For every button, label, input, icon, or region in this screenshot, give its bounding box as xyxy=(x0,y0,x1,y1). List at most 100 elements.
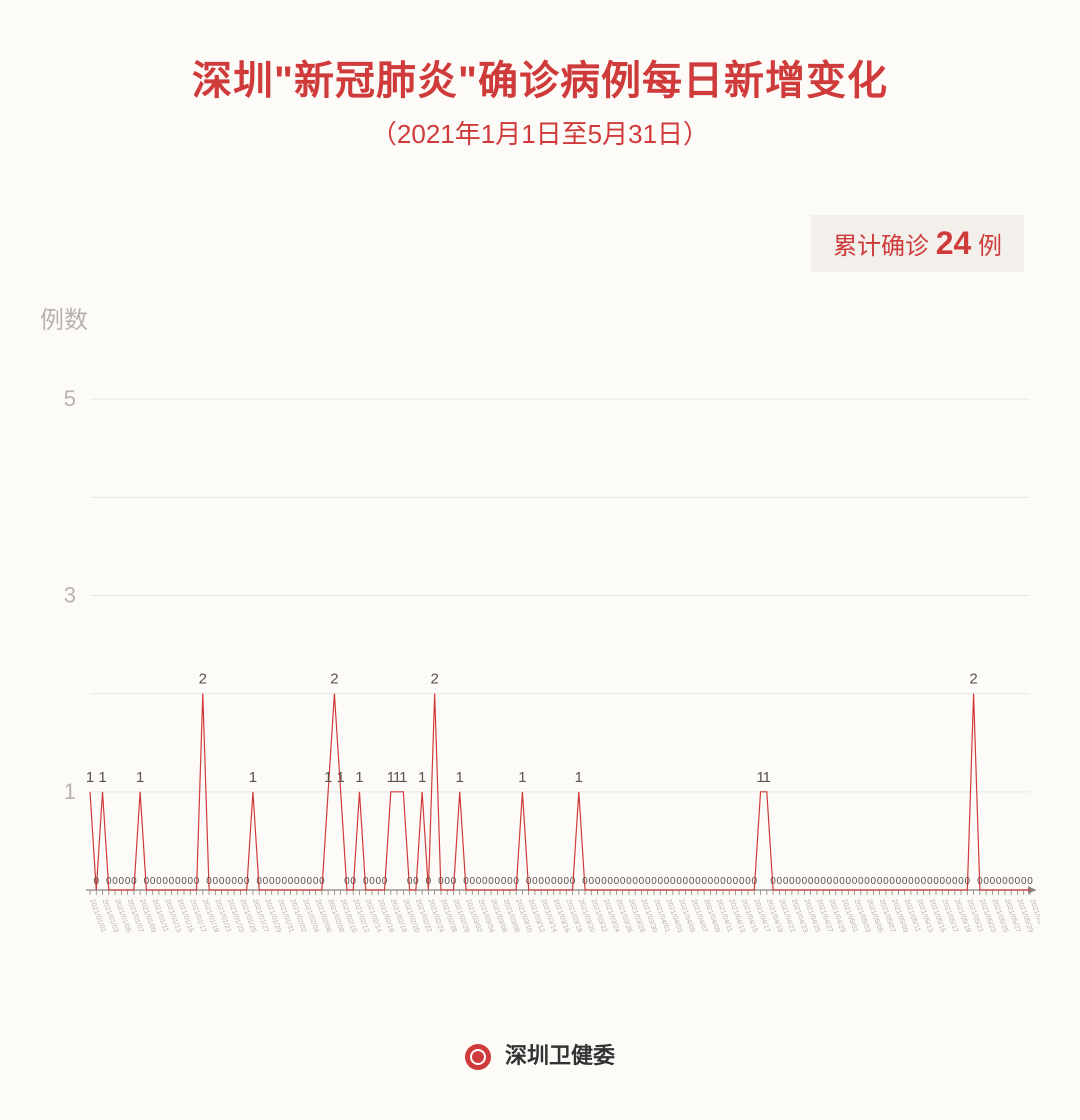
svg-text:0: 0 xyxy=(708,876,714,887)
svg-text:0: 0 xyxy=(131,876,137,887)
svg-text:0: 0 xyxy=(676,876,682,887)
svg-text:0: 0 xyxy=(463,876,469,887)
svg-text:0: 0 xyxy=(657,876,663,887)
svg-text:0: 0 xyxy=(106,876,112,887)
svg-text:0: 0 xyxy=(150,876,156,887)
svg-text:0: 0 xyxy=(319,876,325,887)
svg-text:0: 0 xyxy=(413,876,419,887)
svg-text:0: 0 xyxy=(714,876,720,887)
svg-text:0: 0 xyxy=(438,876,444,887)
svg-text:0: 0 xyxy=(426,876,432,887)
svg-text:0: 0 xyxy=(820,876,826,887)
svg-text:0: 0 xyxy=(939,876,945,887)
svg-text:0: 0 xyxy=(307,876,313,887)
svg-text:0: 0 xyxy=(119,876,125,887)
line-chart: 1352021/01/012021/01/032021/01/052021/01… xyxy=(40,320,1040,960)
svg-text:0: 0 xyxy=(783,876,789,887)
svg-text:1: 1 xyxy=(324,769,332,786)
svg-text:0: 0 xyxy=(275,876,281,887)
svg-text:0: 0 xyxy=(507,876,513,887)
svg-text:0: 0 xyxy=(294,876,300,887)
svg-text:0: 0 xyxy=(670,876,676,887)
svg-text:1: 1 xyxy=(518,769,526,786)
footer: 深圳卫健委 xyxy=(0,1038,1080,1070)
svg-text:0: 0 xyxy=(256,876,262,887)
svg-text:0: 0 xyxy=(632,876,638,887)
svg-text:0: 0 xyxy=(770,876,776,887)
svg-text:0: 0 xyxy=(444,876,450,887)
svg-text:0: 0 xyxy=(1008,876,1014,887)
svg-text:0: 0 xyxy=(595,876,601,887)
svg-text:0: 0 xyxy=(852,876,858,887)
svg-text:0: 0 xyxy=(814,876,820,887)
svg-text:0: 0 xyxy=(545,876,551,887)
svg-text:0: 0 xyxy=(231,876,237,887)
svg-text:0: 0 xyxy=(156,876,162,887)
svg-text:2: 2 xyxy=(430,671,438,688)
svg-text:0: 0 xyxy=(213,876,219,887)
svg-text:0: 0 xyxy=(864,876,870,887)
svg-text:0: 0 xyxy=(407,876,413,887)
svg-text:0: 0 xyxy=(933,876,939,887)
svg-text:0: 0 xyxy=(877,876,883,887)
svg-text:0: 0 xyxy=(513,876,519,887)
svg-text:0: 0 xyxy=(589,876,595,887)
svg-text:0: 0 xyxy=(313,876,319,887)
svg-text:0: 0 xyxy=(563,876,569,887)
svg-text:0: 0 xyxy=(683,876,689,887)
svg-text:1: 1 xyxy=(575,769,583,786)
svg-text:0: 0 xyxy=(181,876,187,887)
svg-text:0: 0 xyxy=(664,876,670,887)
svg-text:0: 0 xyxy=(745,876,751,887)
footer-text: 深圳卫健委 xyxy=(505,1043,615,1068)
badge-suffix: 例 xyxy=(978,233,1002,260)
svg-text:0: 0 xyxy=(607,876,613,887)
total-badge: 累计确诊 24 例 xyxy=(811,215,1024,272)
svg-text:1: 1 xyxy=(418,769,426,786)
svg-text:1: 1 xyxy=(64,779,76,804)
svg-text:0: 0 xyxy=(375,876,381,887)
svg-text:0: 0 xyxy=(112,876,118,887)
svg-text:0: 0 xyxy=(162,876,168,887)
svg-text:0: 0 xyxy=(582,876,588,887)
svg-text:0: 0 xyxy=(990,876,996,887)
svg-text:0: 0 xyxy=(532,876,538,887)
svg-text:0: 0 xyxy=(169,876,175,887)
svg-text:0: 0 xyxy=(369,876,375,887)
svg-text:0: 0 xyxy=(914,876,920,887)
svg-text:0: 0 xyxy=(720,876,726,887)
svg-text:0: 0 xyxy=(751,876,757,887)
svg-text:0: 0 xyxy=(206,876,212,887)
svg-text:0: 0 xyxy=(952,876,958,887)
svg-text:0: 0 xyxy=(889,876,895,887)
svg-text:0: 0 xyxy=(557,876,563,887)
svg-text:0: 0 xyxy=(845,876,851,887)
svg-text:0: 0 xyxy=(269,876,275,887)
svg-text:0: 0 xyxy=(645,876,651,887)
svg-text:0: 0 xyxy=(350,876,356,887)
svg-text:0: 0 xyxy=(451,876,457,887)
svg-text:0: 0 xyxy=(482,876,488,887)
svg-text:0: 0 xyxy=(614,876,620,887)
svg-text:0: 0 xyxy=(538,876,544,887)
svg-text:0: 0 xyxy=(789,876,795,887)
svg-text:0: 0 xyxy=(175,876,181,887)
svg-text:0: 0 xyxy=(733,876,739,887)
svg-text:0: 0 xyxy=(983,876,989,887)
svg-text:0: 0 xyxy=(288,876,294,887)
svg-text:0: 0 xyxy=(501,876,507,887)
svg-text:1: 1 xyxy=(86,769,94,786)
svg-text:0: 0 xyxy=(570,876,576,887)
svg-text:1: 1 xyxy=(355,769,363,786)
svg-text:0: 0 xyxy=(827,876,833,887)
svg-text:0: 0 xyxy=(965,876,971,887)
svg-text:0: 0 xyxy=(244,876,250,887)
svg-text:0: 0 xyxy=(187,876,193,887)
svg-text:0: 0 xyxy=(858,876,864,887)
svg-text:0: 0 xyxy=(601,876,607,887)
svg-text:0: 0 xyxy=(281,876,287,887)
svg-text:2: 2 xyxy=(199,671,207,688)
svg-text:0: 0 xyxy=(476,876,482,887)
svg-text:0: 0 xyxy=(219,876,225,887)
svg-text:0: 0 xyxy=(526,876,532,887)
